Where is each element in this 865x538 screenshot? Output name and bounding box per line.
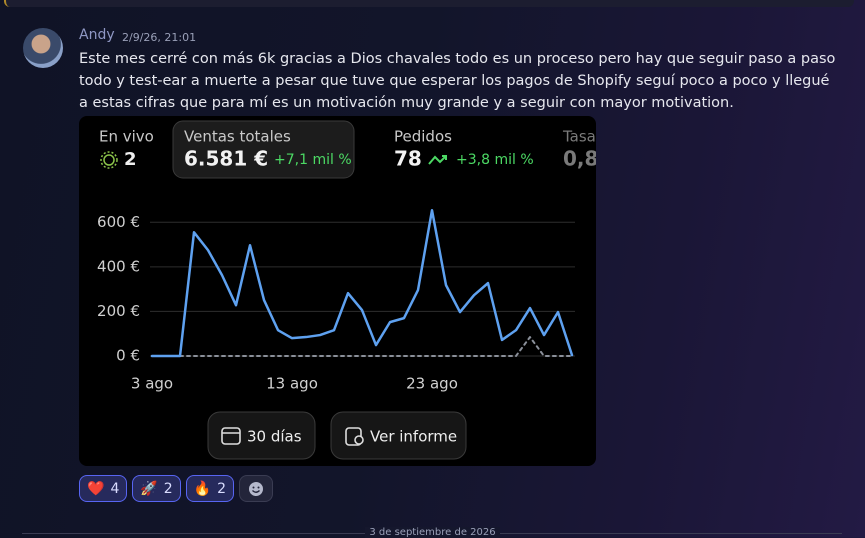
- comparison-line: [151, 336, 573, 357]
- range-button[interactable]: [207, 411, 316, 460]
- embed-image[interactable]: En vivo 2 Ventas totales 6.581 € +7,1 mi…: [79, 116, 596, 466]
- stat-label: En vivo: [99, 128, 154, 146]
- x-tick-label: 3 ago: [131, 375, 173, 393]
- stat-change: +3,8 mil %: [456, 152, 534, 168]
- x-tick-label: 23 ago: [406, 375, 458, 393]
- add-reaction-icon: [249, 481, 264, 496]
- live-icon-rays: [100, 151, 118, 169]
- x-tick-label: 13 ago: [266, 375, 318, 393]
- trend-icon: [428, 155, 447, 165]
- y-tick-label: 600 €: [97, 213, 140, 231]
- y-tick-label: 400 €: [97, 257, 140, 275]
- stat-change: +7,1 mil %: [274, 152, 352, 168]
- y-tick-label: 200 €: [97, 302, 140, 320]
- date-text: 3 de septiembre de 2026: [365, 527, 500, 538]
- reaction-emoji: 🔥: [193, 480, 212, 497]
- stat-value: 2: [124, 149, 137, 170]
- report-icon-lens: [354, 435, 364, 445]
- author[interactable]: Andy: [79, 27, 115, 43]
- live-icon: [103, 154, 115, 166]
- timestamp: 2/9/26, 21:01: [122, 31, 197, 44]
- avatar[interactable]: [23, 28, 63, 68]
- date-divider-label: 3 de septiembre de 2026: [0, 527, 865, 538]
- stat-value: 78: [394, 147, 422, 171]
- reaction-count: 2: [163, 480, 173, 497]
- reaction-emoji: 🚀: [140, 480, 158, 497]
- report-button[interactable]: [330, 411, 467, 460]
- embed-bg: [79, 116, 596, 466]
- message-text: Este mes cerré con más 6k gracias a Dios…: [79, 51, 836, 111]
- previous-message-edge: [4, 0, 854, 7]
- reaction-count: 2: [217, 480, 227, 497]
- stat-value: 6.581 €: [184, 147, 268, 171]
- button-label[interactable]: Ver informe: [370, 428, 457, 446]
- stat-label: Ventas totales: [184, 128, 291, 146]
- y-tick-label: 0 €: [116, 347, 140, 365]
- button-label[interactable]: 30 días: [247, 428, 302, 446]
- reaction-emoji: ❤️: [87, 480, 105, 497]
- calendar-icon: [221, 427, 241, 445]
- stat-label: Pedidos: [394, 128, 452, 146]
- reactions: ❤️ 4 🚀 2 🔥 2: [79, 475, 274, 502]
- stat-label: Tasa: [562, 128, 596, 146]
- reaction[interactable]: 🚀 2: [132, 475, 181, 502]
- add-reaction[interactable]: [239, 475, 274, 502]
- reaction[interactable]: 🔥 2: [185, 475, 235, 502]
- reaction[interactable]: ❤️ 4: [79, 475, 128, 502]
- stat-value: 0,8: [563, 147, 596, 171]
- sales-line: [150, 209, 574, 358]
- plot: 0 € 200 € 400 € 600 € 3 ago 13 ago 23 ago: [97, 209, 575, 393]
- stat-highlight: [172, 120, 355, 179]
- reaction-count: 4: [110, 480, 120, 497]
